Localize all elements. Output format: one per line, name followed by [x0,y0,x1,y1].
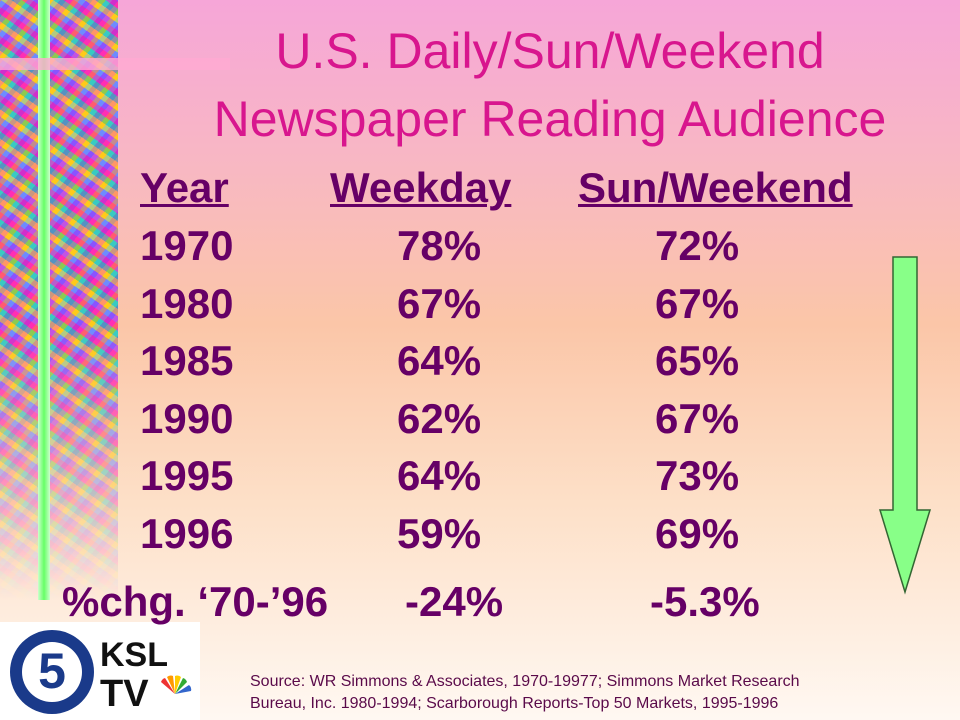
decoration-bar [38,0,50,600]
logo: 5 KSL TV [0,622,200,720]
table-cell: 69% [655,509,740,557]
table-cell: 1980 [140,279,234,327]
table-cell: 1996 [140,509,234,557]
table-cell: 1970 [140,222,234,269]
table-cell: 78% [397,222,482,269]
column-header: Year [140,164,229,211]
title-line: Newspaper Reading Audience [213,91,887,147]
table-cell: 1985 [140,337,234,384]
down-arrow [878,256,932,595]
title-line: U.S. Daily/Sun/Weekend [275,23,825,79]
table-cell: 59% [397,509,482,557]
logo-text: TV [100,673,149,715]
decoration-band [0,58,230,70]
decoration [0,0,118,600]
column-header: Sun/Weekend [578,164,853,211]
change-cell: -5.3% [650,578,760,625]
source-line: Bureau, Inc. 1980-1994; Scarborough Repo… [250,695,779,712]
table-cell: 72% [655,222,740,269]
change-cell: %chg. ‘70-’96 [62,578,329,625]
table-cell: 65% [655,337,740,384]
column-header: Weekday [330,164,512,211]
logo-number: 5 [38,643,66,699]
table-cell: 64% [397,337,482,384]
table-cell: 73% [655,452,740,499]
table-cell: 1995 [140,452,234,499]
table-cell: 67% [397,279,482,327]
table-cell: 1990 [140,394,234,442]
change-cell: -24% [405,578,504,625]
table-cell: 62% [397,394,482,442]
logo-text: KSL [100,636,168,674]
logo-graphic: 5 KSL TV [10,630,192,715]
source-line: Source: WR Simmons & Associates, 1970-19… [250,673,800,690]
table-cell: 67% [655,279,740,327]
peacock [161,675,192,694]
table-cell: 67% [655,394,740,442]
table-cell: 64% [397,452,482,499]
